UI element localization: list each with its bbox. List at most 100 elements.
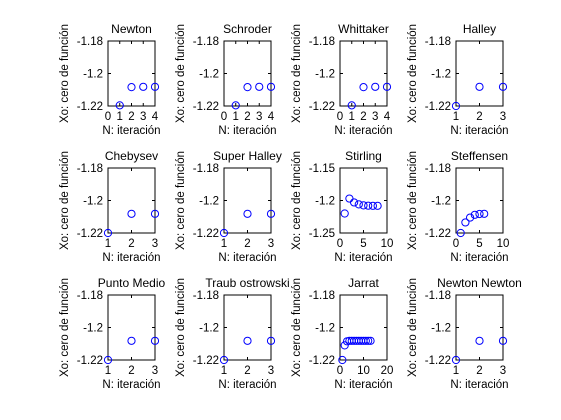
y-tick-label: -1.2 xyxy=(83,323,103,335)
x-tick-label: 1 xyxy=(117,111,123,123)
y-tick-label: -1.2 xyxy=(199,196,219,208)
subplot: 0 1 2 3 4-1.22-1.2-1.18NewtonN: iteraciónXo:… xyxy=(59,22,161,137)
x-tick-label: 2 xyxy=(244,238,250,250)
subplot-title: Jarrat xyxy=(348,276,379,290)
x-axis-label: N: iteración xyxy=(218,379,276,391)
subplot-title: Super Halley xyxy=(213,149,282,163)
x-axis-label: N: iteración xyxy=(334,252,392,264)
y-tick-label: -1.2 xyxy=(315,323,335,335)
y-tick-label: -1.2 xyxy=(431,323,451,335)
subplot-title: Schroder xyxy=(223,22,272,36)
subplot-title: Steffensen xyxy=(451,149,508,163)
x-axis-label: N: iteración xyxy=(218,125,276,137)
x-tick-label: 3 xyxy=(152,238,158,250)
plot-area xyxy=(108,295,155,360)
x-tick-label: 1 xyxy=(453,365,459,377)
y-tick-label: -1.22 xyxy=(425,355,451,367)
plot-area xyxy=(340,295,387,360)
y-tick-label: -1.2 xyxy=(83,196,103,208)
x-tick-label: 2 xyxy=(476,365,482,377)
x-tick-label: 1 xyxy=(453,111,459,123)
plot-area xyxy=(108,168,155,233)
x-tick-label: 10 xyxy=(381,238,394,250)
plot-area xyxy=(456,295,503,360)
y-axis-label: Xo: cero de función xyxy=(291,151,303,250)
y-tick-label: -1.22 xyxy=(193,228,219,240)
subplot-title: Halley xyxy=(463,22,496,36)
x-tick-label: 4 xyxy=(268,111,275,123)
x-tick-label: 2 xyxy=(128,238,134,250)
x-axis-label: N: iteración xyxy=(218,252,276,264)
subplot-title: Traub ostrowski xyxy=(205,276,289,290)
plot-area xyxy=(108,41,155,106)
subplot: 0 10 20 -1.22 -1.2 -1.18 Jarrat N: iteración Xo:… xyxy=(291,276,393,391)
subplot-title: Chebysev xyxy=(105,149,158,163)
y-tick-label: -1.22 xyxy=(425,228,451,240)
subplot-title: Newton xyxy=(111,22,152,36)
x-tick-label: 0 xyxy=(221,111,227,123)
y-tick-label: -1.22 xyxy=(77,228,103,240)
subplot-title: Newton Newton xyxy=(437,276,522,290)
y-tick-label: -1.18 xyxy=(193,163,219,175)
y-axis-label: Xo: cero de función xyxy=(407,24,419,123)
y-axis-label: Xo: cero de función xyxy=(175,24,187,123)
y-axis-label: Xo: cero de función xyxy=(59,24,71,123)
x-tick-label: 3 xyxy=(256,111,262,123)
plot-area xyxy=(340,168,387,233)
x-tick-label: 0 xyxy=(453,238,459,250)
y-axis-label: Xo: cero de función xyxy=(291,24,303,123)
subplot-title: Whittaker xyxy=(338,22,389,36)
subplot: 1 2 3 -1.22 -1.2 -1.18Super Halley N: iteració… xyxy=(175,149,282,264)
y-tick-label: -1.18 xyxy=(77,36,103,48)
y-tick-label: -1.2 xyxy=(83,69,103,81)
x-tick-label: 1 xyxy=(349,111,355,123)
x-tick-label: 5 xyxy=(360,238,366,250)
x-tick-label: 20 xyxy=(381,365,394,377)
x-tick-label: 3 xyxy=(500,365,506,377)
x-tick-label: 2 xyxy=(244,111,250,123)
x-tick-label: 1 xyxy=(105,238,111,250)
y-tick-label: -1.22 xyxy=(77,355,103,367)
x-tick-label: 1 xyxy=(221,238,227,250)
y-tick-label: -1.22 xyxy=(193,355,219,367)
plot-area xyxy=(456,41,503,106)
y-tick-label: -1.18 xyxy=(425,36,451,48)
plot-area xyxy=(340,41,387,106)
x-axis-label: N: iteración xyxy=(450,252,508,264)
plot-area xyxy=(224,295,271,360)
x-tick-label: 3 xyxy=(152,365,158,377)
x-tick-label: 0 xyxy=(105,111,111,123)
plot-area xyxy=(224,41,271,106)
y-axis-label: Xo: cero de función xyxy=(59,278,71,377)
y-tick-label: -1.22 xyxy=(309,101,335,113)
y-axis-label: Xo: cero de función xyxy=(291,278,303,377)
x-tick-label: 3 xyxy=(268,365,274,377)
x-tick-label: 3 xyxy=(140,111,146,123)
y-tick-label: -1.25 xyxy=(309,228,335,240)
y-tick-label: -1.18 xyxy=(193,290,219,302)
x-axis-label: N: iteración xyxy=(102,379,160,391)
y-tick-label: -1.22 xyxy=(193,101,219,113)
y-tick-label: -1.18 xyxy=(309,290,335,302)
x-tick-label: 2 xyxy=(244,365,250,377)
subplot: 0 1 2 3 4-1.22-1.2-1.18WhittakerN: iteración… xyxy=(291,22,393,137)
x-tick-label: 1 xyxy=(233,111,239,123)
x-tick-label: 1 xyxy=(221,365,227,377)
subplot: 1 2 3-1.22-1.2-1.18Punto MedioN: iteración… xyxy=(59,276,166,391)
y-tick-label: -1.18 xyxy=(425,290,451,302)
x-tick-label: 0 xyxy=(337,111,343,123)
subplot-title: Stirling xyxy=(345,149,382,163)
x-tick-label: 3 xyxy=(500,111,506,123)
y-axis-label: Xo: cero de función xyxy=(175,151,187,250)
x-tick-label: 1 xyxy=(105,365,111,377)
x-tick-label: 3 xyxy=(268,238,274,250)
x-axis-label: N: iteración xyxy=(102,252,160,264)
subplot: 1 2 3-1.22-1.2-1.18Newton NewtonN: iteraci… xyxy=(407,276,522,391)
y-axis-label: Xo: cero de función xyxy=(175,278,187,377)
y-tick-label: -1.22 xyxy=(425,101,451,113)
y-tick-label: -1.2 xyxy=(199,323,219,335)
x-tick-label: 4 xyxy=(152,111,159,123)
